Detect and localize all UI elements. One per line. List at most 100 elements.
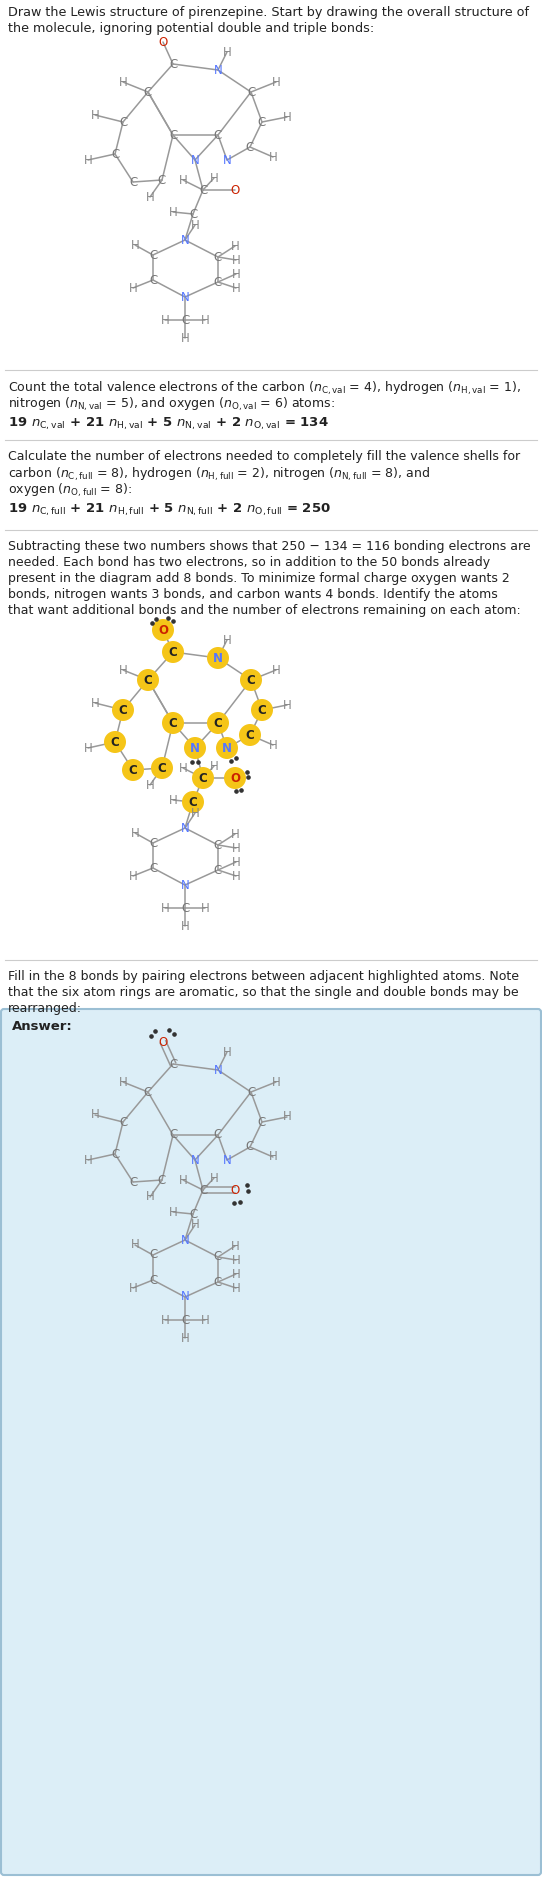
- Text: N: N: [214, 64, 222, 77]
- Text: N: N: [213, 651, 223, 664]
- Text: C: C: [111, 736, 119, 749]
- Text: C: C: [246, 141, 254, 154]
- Text: C: C: [158, 762, 166, 775]
- Text: H: H: [210, 760, 218, 772]
- Text: H: H: [131, 1238, 139, 1252]
- Text: H: H: [179, 1174, 188, 1186]
- Circle shape: [239, 725, 261, 745]
- Text: carbon ($n_{\rm C,full}$ = 8), hydrogen ($n_{\rm H,full}$ = 2), nitrogen ($n_{\r: carbon ($n_{\rm C,full}$ = 8), hydrogen …: [8, 467, 430, 484]
- Text: 19 $n_{\rm C,val}$ + 21 $n_{\rm H,val}$ + 5 $n_{\rm N,val}$ + 2 $n_{\rm O,val}$ : 19 $n_{\rm C,val}$ + 21 $n_{\rm H,val}$ …: [8, 416, 329, 433]
- Text: N: N: [180, 233, 189, 247]
- Text: H: H: [272, 664, 280, 676]
- Circle shape: [152, 619, 174, 642]
- Text: O: O: [158, 36, 167, 49]
- Text: H: H: [210, 1171, 218, 1184]
- Text: H: H: [282, 698, 292, 711]
- Text: H: H: [231, 239, 240, 252]
- Text: 19 $n_{\rm C,full}$ + 21 $n_{\rm H,full}$ + 5 $n_{\rm N,full}$ + 2 $n_{\rm O,ful: 19 $n_{\rm C,full}$ + 21 $n_{\rm H,full}…: [8, 502, 331, 518]
- Text: H: H: [231, 282, 240, 294]
- Text: C: C: [144, 1086, 152, 1099]
- Text: Draw the Lewis structure of pirenzepine. Start by drawing the overall structure : Draw the Lewis structure of pirenzepine.…: [8, 6, 529, 19]
- Text: H: H: [272, 1075, 280, 1088]
- Text: C: C: [246, 1140, 254, 1154]
- Circle shape: [151, 757, 173, 779]
- Text: C: C: [149, 836, 157, 849]
- Circle shape: [192, 768, 214, 789]
- Text: C: C: [129, 175, 137, 188]
- Text: C: C: [189, 207, 197, 220]
- Text: the molecule, ignoring potential double and triple bonds:: the molecule, ignoring potential double …: [8, 23, 374, 36]
- Text: C: C: [149, 862, 157, 875]
- Text: N: N: [222, 742, 232, 755]
- Text: C: C: [169, 1129, 177, 1142]
- Text: H: H: [169, 794, 177, 807]
- Text: present in the diagram add 8 bonds. To minimize formal charge oxygen wants 2: present in the diagram add 8 bonds. To m…: [8, 572, 509, 585]
- Text: H: H: [146, 779, 154, 792]
- Text: C: C: [158, 173, 166, 186]
- Text: O: O: [230, 184, 240, 196]
- Text: C: C: [119, 1116, 127, 1129]
- Circle shape: [182, 790, 204, 813]
- Text: H: H: [83, 1154, 92, 1167]
- Text: C: C: [214, 128, 222, 141]
- Text: C: C: [149, 1274, 157, 1287]
- Text: C: C: [111, 1148, 119, 1161]
- Text: H: H: [119, 664, 127, 676]
- Text: H: H: [146, 190, 154, 203]
- Text: H: H: [231, 267, 240, 280]
- Text: H: H: [269, 1150, 278, 1163]
- Circle shape: [112, 698, 134, 721]
- Text: Subtracting these two numbers shows that 250 − 134 = 116 bonding electrons are: Subtracting these two numbers shows that…: [8, 540, 531, 553]
- Text: H: H: [160, 901, 169, 915]
- Text: H: H: [210, 171, 218, 184]
- Text: H: H: [231, 828, 240, 841]
- Text: C: C: [128, 764, 137, 777]
- Text: C: C: [247, 674, 255, 687]
- Text: C: C: [214, 275, 222, 288]
- Text: N: N: [191, 1154, 199, 1167]
- Text: O: O: [158, 1035, 167, 1048]
- Text: H: H: [83, 154, 92, 166]
- Text: needed. Each bond has two electrons, so in addition to the 50 bonds already: needed. Each bond has two electrons, so …: [8, 555, 490, 568]
- Text: that the six atom rings are aromatic, so that the single and double bonds may be: that the six atom rings are aromatic, so…: [8, 986, 519, 999]
- Text: Answer:: Answer:: [12, 1020, 73, 1033]
- Text: N: N: [180, 290, 189, 303]
- Text: H: H: [169, 205, 177, 218]
- Text: C: C: [144, 674, 152, 687]
- Text: H: H: [131, 826, 139, 839]
- Text: C: C: [214, 839, 222, 851]
- Text: C: C: [181, 1314, 189, 1327]
- Text: C: C: [181, 314, 189, 326]
- Text: H: H: [91, 1108, 99, 1122]
- Text: that want additional bonds and the number of electrons remaining on each atom:: that want additional bonds and the numbe…: [8, 604, 521, 617]
- Text: H: H: [180, 920, 189, 932]
- Text: H: H: [160, 1314, 169, 1327]
- FancyBboxPatch shape: [1, 1009, 541, 1874]
- Text: H: H: [269, 151, 278, 164]
- Text: H: H: [180, 1331, 189, 1344]
- Text: H: H: [231, 869, 240, 883]
- Text: C: C: [246, 728, 254, 742]
- Text: Fill in the 8 bonds by pairing electrons between adjacent highlighted atoms. Not: Fill in the 8 bonds by pairing electrons…: [8, 969, 519, 982]
- Text: N: N: [190, 742, 200, 755]
- Circle shape: [224, 768, 246, 789]
- Text: H: H: [160, 314, 169, 326]
- Text: C: C: [169, 128, 177, 141]
- Text: H: H: [131, 239, 139, 252]
- Text: H: H: [179, 173, 188, 186]
- Text: Count the total valence electrons of the carbon ($n_{\rm C,val}$ = 4), hydrogen : Count the total valence electrons of the…: [8, 380, 521, 397]
- Text: N: N: [180, 879, 189, 892]
- Text: H: H: [128, 869, 137, 883]
- Text: C: C: [169, 58, 177, 70]
- Text: H: H: [169, 1206, 177, 1218]
- Text: C: C: [119, 115, 127, 128]
- Circle shape: [207, 711, 229, 734]
- Text: C: C: [214, 864, 222, 877]
- Text: N: N: [180, 1291, 189, 1304]
- Text: C: C: [149, 248, 157, 262]
- Text: C: C: [258, 1116, 266, 1129]
- Text: Calculate the number of electrons needed to completely fill the valence shells f: Calculate the number of electrons needed…: [8, 450, 520, 463]
- Text: N: N: [191, 154, 199, 166]
- Text: H: H: [223, 45, 231, 58]
- Circle shape: [104, 730, 126, 753]
